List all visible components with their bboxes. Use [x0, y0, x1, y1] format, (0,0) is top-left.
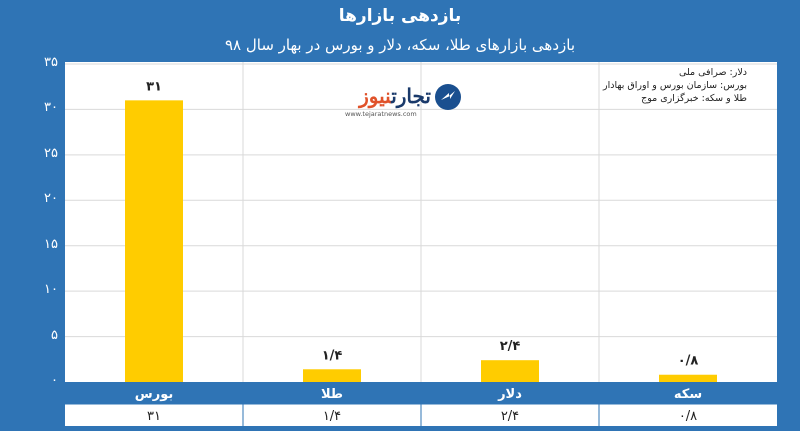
- logo-arrow-icon: [435, 84, 461, 110]
- chart-title: بازدهی بازارها: [338, 6, 462, 26]
- y-tick-label: ۲۰: [44, 191, 58, 207]
- data-label: ۲/۴: [500, 339, 521, 354]
- y-tick-label: ۲۵: [44, 145, 58, 161]
- data-table: بورس ۳۱ طلا ۱/۴ دلار ۲/۴ سکه ۰/۸: [65, 382, 777, 426]
- data-table-grid: بورس ۳۱ طلا ۱/۴ دلار ۲/۴ سکه ۰/۸: [65, 382, 777, 426]
- data-label: ۱/۴: [322, 348, 343, 363]
- source-line: بورس: سازمان بورس و اوراق بهادار: [603, 80, 747, 91]
- source-line: دلار: صرافی ملی: [678, 67, 747, 78]
- bar-chart: ۳۱ ۱/۴ ۲/۴ ۰/۸: [65, 62, 777, 382]
- table-value: ۳۱: [147, 409, 161, 424]
- logo-text: تجارتنیوز: [359, 84, 431, 108]
- logo-url: www.tejaratnews.com: [345, 110, 417, 118]
- y-tick-label: ۳۵: [44, 55, 58, 70]
- y-tick-label: ۳۰: [44, 100, 58, 116]
- table-value: ۰/۸: [679, 409, 697, 424]
- data-label: ۳۱: [146, 79, 162, 94]
- bar: [481, 360, 539, 382]
- category-label: دلار: [497, 387, 522, 402]
- y-tick-label: ۵: [51, 327, 58, 343]
- sources-legend: دلار: صرافی ملی بورس: سازمان بورس و اورا…: [603, 66, 747, 105]
- bar: [125, 100, 183, 382]
- data-label: ۰/۸: [678, 354, 699, 369]
- table-value: ۲/۴: [501, 409, 519, 424]
- category-label: سکه: [674, 387, 702, 402]
- bar: [303, 369, 361, 382]
- category-label: بورس: [135, 387, 173, 402]
- table-value: ۱/۴: [323, 409, 341, 424]
- chart-subtitle: بازدهی بازارهای طلا، سکه، دلار و بورس در…: [224, 36, 576, 54]
- tejaratnews-logo: تجارتنیوز www.tejaratnews.com: [343, 82, 461, 122]
- y-tick-label: ۱۰: [44, 282, 58, 298]
- bar: [659, 374, 717, 382]
- plot-area: ۳۱ ۱/۴ ۲/۴ ۰/۸ دلار: صرافی ملی بورس: سازمان…: [65, 62, 777, 382]
- source-line: طلا و سکه: خبرگزاری موج: [641, 93, 747, 104]
- y-tick-label: ۰: [51, 373, 58, 388]
- category-label: طلا: [321, 387, 343, 402]
- y-tick-label: ۱۵: [44, 236, 58, 252]
